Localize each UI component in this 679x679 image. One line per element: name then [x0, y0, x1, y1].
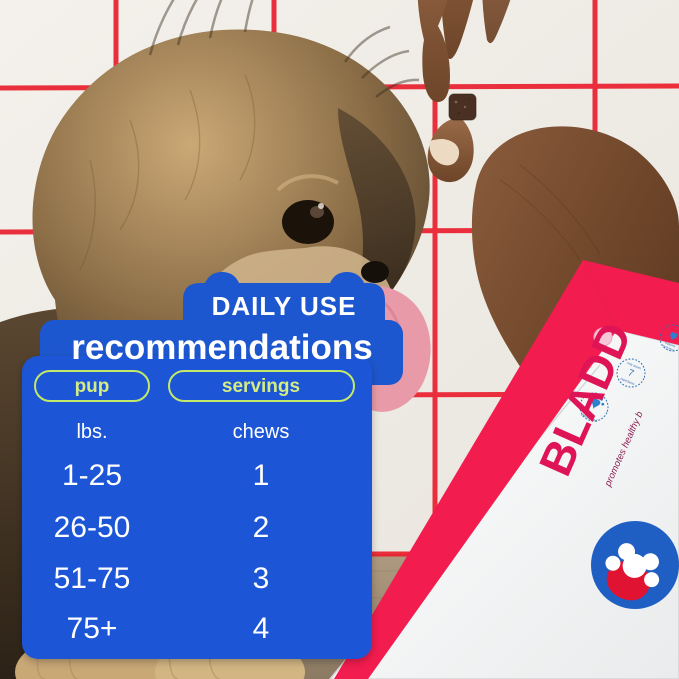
svg-text:75+: 75+ — [67, 612, 118, 645]
svg-text:4: 4 — [253, 612, 270, 645]
svg-text:26-50: 26-50 — [54, 511, 131, 544]
svg-text:DAILY USE: DAILY USE — [212, 291, 357, 321]
svg-text:lbs.: lbs. — [76, 421, 107, 443]
svg-text:51-75: 51-75 — [54, 562, 131, 595]
svg-text:recommendations: recommendations — [71, 328, 372, 367]
svg-text:1: 1 — [253, 459, 270, 492]
svg-text:2: 2 — [253, 511, 270, 544]
svg-text:pup: pup — [75, 376, 110, 397]
svg-text:3: 3 — [253, 562, 270, 595]
svg-text:1-25: 1-25 — [62, 459, 122, 492]
svg-text:servings: servings — [222, 376, 300, 397]
svg-text:chews: chews — [233, 421, 290, 443]
